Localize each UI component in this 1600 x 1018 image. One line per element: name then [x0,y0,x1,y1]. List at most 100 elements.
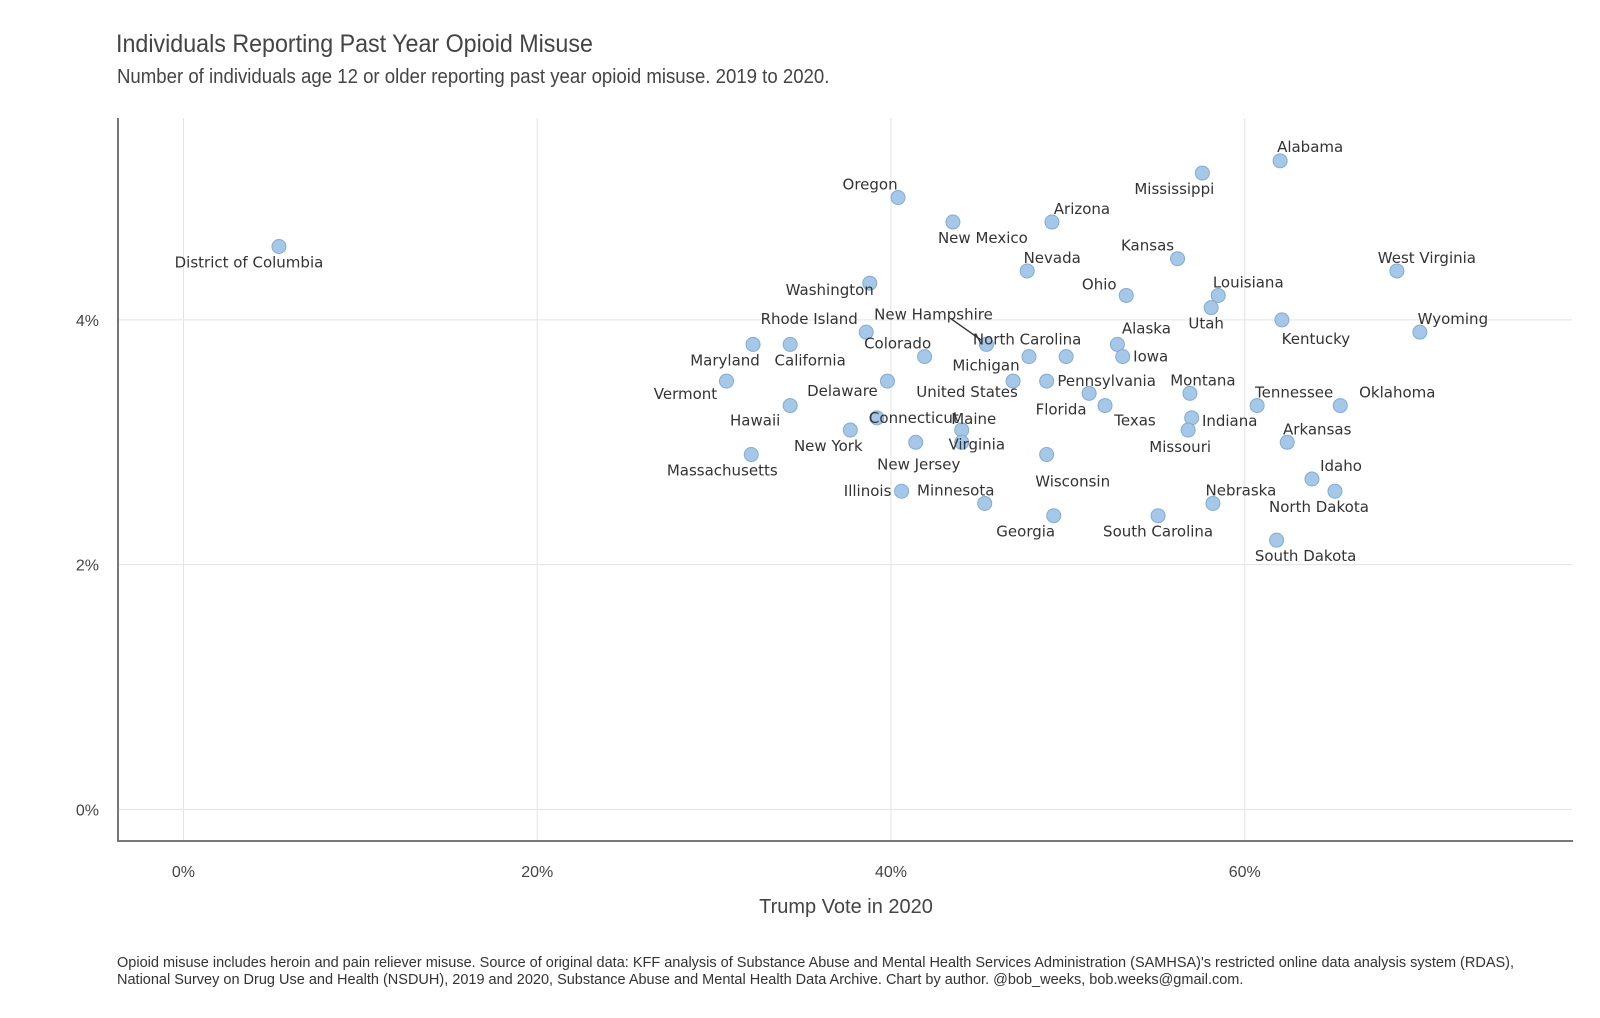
point-label-ohio: Ohio [1082,275,1117,293]
chart-caption: Opioid misuse includes heroin and pain r… [117,955,1515,988]
point-south-carolina [1150,508,1166,524]
point-label-nebraska: Nebraska [1206,481,1277,499]
point-north-dakota [1327,483,1343,499]
point-pennsylvania [1039,373,1055,389]
point-kansas [1170,251,1186,267]
point-idaho [1304,471,1320,487]
scatter-chart: 0% 20% 40% 60% 0% 2% 4% Trump Vote in 2020 Ala… [76,118,1573,918]
point-hawaii [782,398,798,414]
point-michigan [1021,349,1037,365]
point-label-illinois: Illinois [844,482,892,500]
leader-line-layer [950,317,985,343]
point-label-georgia: Georgia [996,523,1055,541]
point-label-north-dakota: North Dakota [1269,498,1369,516]
leader-line [950,317,985,343]
x-tick-label: 20% [521,864,553,881]
point-label-missouri: Missouri [1149,438,1211,456]
point-new-hampshire [979,336,995,352]
point-label-indiana: Indiana [1202,412,1258,430]
chart-subtitle: Number of individuals age 12 or older re… [117,66,830,88]
x-tick-label: 40% [875,864,907,881]
tick-label-layer: 0% 20% 40% 60% 0% 2% 4% [76,313,1261,881]
point-nebraska [1205,495,1221,511]
point-label-mississippi: Mississippi [1134,180,1214,198]
point-label-idaho: Idaho [1320,457,1362,475]
point-new-jersey [908,434,924,450]
point-minnesota [977,495,993,511]
point-label-south-carolina: South Carolina [1103,523,1213,541]
point-label-wyoming: Wyoming [1418,310,1488,328]
point-wisconsin [1039,447,1055,463]
point-label-nevada: Nevada [1024,249,1081,267]
point-label-virginia: Virginia [948,435,1005,453]
point-label-oklahoma: Oklahoma [1359,384,1435,402]
point-label-michigan: Michigan [952,357,1019,375]
point-label-massachusetts: Massachusetts [667,462,778,480]
point-delaware [879,373,895,389]
point-label-montana: Montana [1170,371,1235,389]
point-vermont [718,373,734,389]
point-label-new-hampshire: New Hampshire [874,305,993,323]
point-label-washington: Washington [786,281,874,299]
point-label-utah: Utah [1188,315,1224,333]
axis-layer [117,118,1573,842]
point-label-new-york: New York [794,437,863,455]
point-ohio [1118,287,1134,303]
point-west-virginia [1389,263,1405,279]
point-district-of-columbia [271,238,287,254]
point-new-mexico [945,214,961,230]
point-connecticut [869,410,885,426]
point-label-arkansas: Arkansas [1283,420,1352,438]
point-new-york [842,422,858,438]
point-montana [1182,385,1198,401]
x-tick-label: 0% [172,864,195,881]
point-arizona [1044,214,1060,230]
point-label-new-jersey: New Jersey [877,455,960,473]
point-massachusetts [743,447,759,463]
point-illinois [894,483,910,499]
point-label-wisconsin: Wisconsin [1035,473,1110,491]
point-label-south-dakota: South Dakota [1255,547,1357,565]
point-rhode-island [858,324,874,340]
point-florida [1081,385,1097,401]
point-missouri [1180,422,1196,438]
point-label-west-virginia: West Virginia [1378,249,1476,267]
point-kentucky [1274,312,1290,328]
point-label-rhode-island: Rhode Island [761,310,858,328]
point-label-kansas: Kansas [1121,237,1174,255]
point-label-kentucky: Kentucky [1282,330,1351,348]
y-tick-label: 4% [76,313,99,330]
point-label-pennsylvania: Pennsylvania [1057,372,1156,390]
point-alabama [1272,153,1288,169]
point-united-states [1005,373,1021,389]
point-label-texas: Texas [1113,412,1156,430]
point-oklahoma [1332,398,1348,414]
point-label-louisiana: Louisiana [1213,273,1284,291]
point-label-district-of-columbia: District of Columbia [175,253,324,271]
point-wyoming [1412,324,1428,340]
point-oregon [890,190,906,206]
point-label-alabama: Alabama [1277,138,1343,156]
point-label-arizona: Arizona [1054,200,1110,218]
point-label-oregon: Oregon [843,176,898,194]
point-label-california: California [775,351,846,369]
point-louisiana [1210,287,1226,303]
point-label-layer: Alabama Mississippi Oregon Arizona New Mexic… [175,138,1488,565]
point-layer [271,153,1428,548]
point-label-connecticut: Connecticut [869,409,959,427]
point-georgia [1046,508,1062,524]
point-nevada [1019,263,1035,279]
point-label-colorado: Colorado [864,335,931,353]
point-label-alaska: Alaska [1122,319,1171,337]
point-label-minnesota: Minnesota [917,481,994,499]
point-tennessee [1249,398,1265,414]
point-mississippi [1194,165,1210,181]
point-virginia [954,434,970,450]
point-label-maryland: Maryland [690,351,760,369]
point-label-florida: Florida [1036,400,1087,418]
point-colorado [917,349,933,365]
point-utah [1203,300,1219,316]
point-arkansas [1279,434,1295,450]
chart-title: Individuals Reporting Past Year Opioid M… [116,30,593,58]
point-label-iowa: Iowa [1133,348,1168,366]
